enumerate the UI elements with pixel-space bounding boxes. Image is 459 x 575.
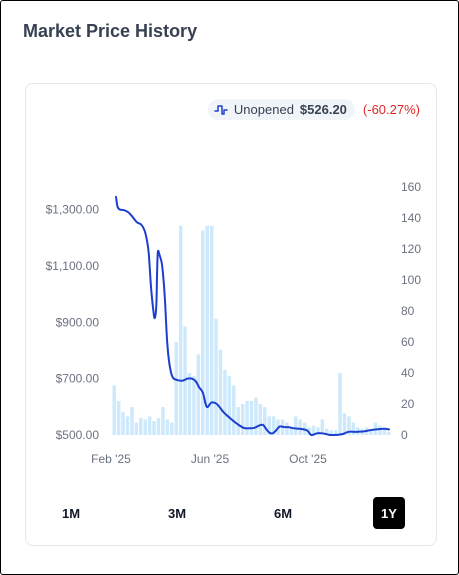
volume-bar bbox=[201, 230, 205, 435]
y-right-tick-label: 20 bbox=[401, 397, 415, 411]
y-right-tick-label: 60 bbox=[401, 335, 415, 349]
volume-bar bbox=[209, 225, 214, 435]
legend: Unopened $526.20 (-60.27%) bbox=[207, 99, 420, 120]
range-selector: 1M 3M 6M 1Y bbox=[25, 497, 437, 533]
volume-bar bbox=[294, 416, 298, 435]
volume-bar bbox=[156, 417, 161, 435]
volume-bar bbox=[174, 342, 178, 435]
y-left-tick-label: $900.00 bbox=[56, 315, 100, 329]
volume-bar bbox=[254, 397, 258, 435]
volume-bar bbox=[139, 417, 143, 435]
volume-bar bbox=[218, 349, 223, 435]
volume-bar bbox=[263, 407, 267, 435]
y-right-tick-label: 100 bbox=[401, 273, 421, 287]
volume-bar bbox=[165, 419, 170, 435]
volume-bar bbox=[192, 376, 196, 435]
volume-bar bbox=[329, 430, 333, 435]
volume-bar bbox=[170, 422, 174, 435]
volume-bar bbox=[298, 419, 302, 435]
x-tick-label: Feb '25 bbox=[91, 452, 131, 466]
volume-bar bbox=[196, 354, 201, 435]
volume-bar bbox=[316, 427, 320, 435]
volume-bar bbox=[249, 400, 254, 435]
volume-bar bbox=[187, 373, 192, 435]
volume-bar bbox=[134, 422, 139, 435]
volume-bar bbox=[205, 225, 209, 435]
volume-bar bbox=[125, 416, 130, 435]
range-button-6m[interactable]: 6M bbox=[267, 497, 299, 529]
volume-bar bbox=[227, 376, 232, 435]
volume-bar bbox=[320, 419, 325, 435]
legend-label: Unopened bbox=[233, 102, 294, 117]
y-axis-right: 0 20 40 60 80 100 120 140 160 bbox=[401, 180, 421, 442]
y-right-tick-label: 80 bbox=[401, 304, 415, 318]
range-button-1m[interactable]: 1M bbox=[55, 497, 87, 529]
page-title: Market Price History bbox=[23, 21, 198, 41]
range-button-1y[interactable]: 1Y bbox=[373, 497, 405, 529]
legend-item-unopened[interactable]: Unopened $526.20 bbox=[207, 99, 355, 120]
price-line bbox=[115, 195, 390, 437]
y-left-tick-label: $700.00 bbox=[56, 372, 100, 386]
legend-price: $526.20 bbox=[299, 102, 347, 117]
volume-bar bbox=[116, 400, 121, 435]
volume-bar bbox=[245, 400, 249, 435]
volume-bar bbox=[333, 430, 338, 435]
volume-bar bbox=[130, 407, 134, 435]
x-tick-label: Oct '25 bbox=[289, 452, 327, 466]
volume-bar bbox=[311, 425, 316, 435]
volume-bar bbox=[147, 416, 152, 435]
volume-bar bbox=[258, 404, 263, 435]
y-left-tick-label: $1,100.00 bbox=[46, 259, 100, 273]
y-right-tick-label: 160 bbox=[401, 180, 421, 194]
volume-bar bbox=[347, 416, 351, 435]
volume-bar bbox=[112, 385, 116, 435]
price-change-badge: (-60.27%) bbox=[362, 102, 420, 117]
volume-bar bbox=[378, 425, 382, 435]
volume-bar bbox=[342, 413, 347, 435]
y-right-tick-label: 120 bbox=[401, 242, 421, 256]
volume-bar bbox=[289, 427, 294, 435]
volume-bar bbox=[338, 373, 342, 435]
x-axis: Feb '25 Jun '25 Oct '25 bbox=[91, 452, 327, 466]
volume-bar bbox=[382, 428, 387, 435]
y-right-tick-label: 140 bbox=[401, 211, 421, 225]
price-history-chart: $500.00$700.00$900.00$1,100.00$1,300.00 … bbox=[46, 180, 422, 466]
volume-bar bbox=[143, 419, 147, 435]
volume-bar bbox=[236, 407, 240, 435]
y-left-tick-label: $500.00 bbox=[56, 428, 100, 442]
step-line-icon bbox=[214, 104, 228, 116]
volume-bar bbox=[351, 422, 356, 435]
y-axis-left: $500.00 $700.00 $900.00 $1,100.00 $1,300.00 bbox=[46, 203, 100, 442]
volume-bar bbox=[271, 416, 276, 435]
y-right-tick-label: 0 bbox=[401, 428, 408, 442]
volume-bar bbox=[161, 407, 165, 435]
volume-bar bbox=[325, 428, 329, 435]
y-right-tick-label: 40 bbox=[401, 366, 415, 380]
volume-bar bbox=[387, 431, 391, 435]
volume-bars bbox=[112, 225, 391, 435]
volume-bar bbox=[152, 421, 156, 435]
volume-bar bbox=[214, 318, 218, 435]
range-button-3m[interactable]: 3M bbox=[161, 497, 193, 529]
volume-bar bbox=[232, 385, 236, 435]
volume-bar bbox=[267, 416, 271, 435]
x-tick-label: Jun '25 bbox=[191, 452, 230, 466]
price-line-layer bbox=[115, 195, 390, 437]
volume-bar bbox=[240, 404, 245, 435]
y-left-tick-label: $1,300.00 bbox=[46, 203, 100, 217]
volume-bar bbox=[121, 411, 125, 435]
volume-bar bbox=[285, 422, 289, 435]
chart-card: Unopened $526.20 (-60.27%) bbox=[25, 83, 437, 546]
volume-bar bbox=[369, 428, 373, 435]
volume-bar bbox=[223, 369, 227, 435]
volume-bar bbox=[178, 225, 183, 435]
